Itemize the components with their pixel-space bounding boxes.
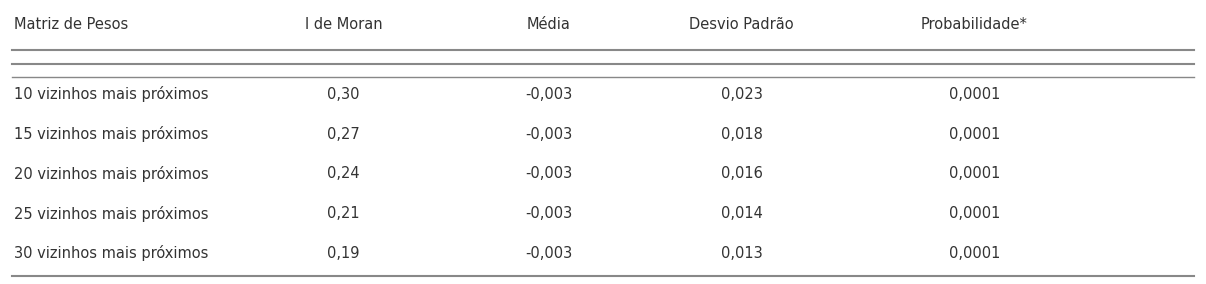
Text: 0,19: 0,19 xyxy=(328,246,359,261)
Text: -0,003: -0,003 xyxy=(525,206,573,221)
Text: Matriz de Pesos: Matriz de Pesos xyxy=(14,17,129,32)
Text: 0,0001: 0,0001 xyxy=(949,166,1000,181)
Text: 0,0001: 0,0001 xyxy=(949,246,1000,261)
Text: 0,27: 0,27 xyxy=(327,127,361,141)
Text: 0,0001: 0,0001 xyxy=(949,87,1000,102)
Text: 0,014: 0,014 xyxy=(721,206,762,221)
Text: 20 vizinhos mais próximos: 20 vizinhos mais próximos xyxy=(14,166,209,182)
Text: -0,003: -0,003 xyxy=(525,87,573,102)
Text: Média: Média xyxy=(527,17,570,32)
Text: Probabilidade*: Probabilidade* xyxy=(921,17,1028,32)
Text: 0,023: 0,023 xyxy=(721,87,762,102)
Text: 0,018: 0,018 xyxy=(721,127,762,141)
Text: 0,21: 0,21 xyxy=(327,206,361,221)
Text: -0,003: -0,003 xyxy=(525,127,573,141)
Text: 25 vizinhos mais próximos: 25 vizinhos mais próximos xyxy=(14,206,209,222)
Text: 0,24: 0,24 xyxy=(327,166,361,181)
Text: Desvio Padrão: Desvio Padrão xyxy=(690,17,794,32)
Text: 0,0001: 0,0001 xyxy=(949,206,1000,221)
Text: 0,30: 0,30 xyxy=(328,87,359,102)
Text: 15 vizinhos mais próximos: 15 vizinhos mais próximos xyxy=(14,126,209,142)
Text: 30 vizinhos mais próximos: 30 vizinhos mais próximos xyxy=(14,245,209,261)
Text: 0,013: 0,013 xyxy=(721,246,762,261)
Text: 0,016: 0,016 xyxy=(721,166,762,181)
Text: I de Moran: I de Moran xyxy=(305,17,382,32)
Text: 0,0001: 0,0001 xyxy=(949,127,1000,141)
Text: -0,003: -0,003 xyxy=(525,166,573,181)
Text: -0,003: -0,003 xyxy=(525,246,573,261)
Text: 10 vizinhos mais próximos: 10 vizinhos mais próximos xyxy=(14,86,209,102)
